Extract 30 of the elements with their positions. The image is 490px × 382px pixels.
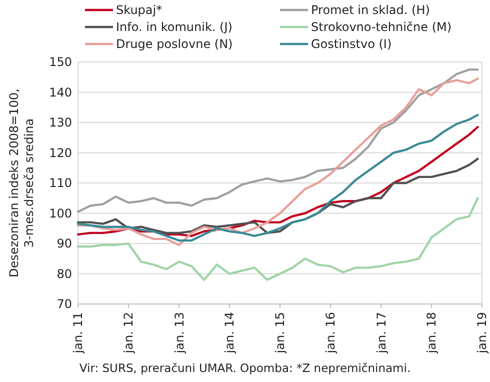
y-tick-label: 150: [49, 55, 72, 70]
x-tick-label: jan. 12: [122, 312, 136, 354]
y-axis-title: Desezoniran indeks 2008=100, 3-mes.drseča sredina: [7, 88, 36, 278]
x-tick-label: jan. 11: [71, 312, 86, 354]
x-tick-label: jan. 17: [374, 312, 388, 354]
legend-label: Gostinstvo (I): [311, 37, 392, 52]
x-tick-label: jan. 16: [324, 312, 338, 354]
x-tick-label: jan. 14: [222, 312, 237, 354]
x-tick-label: jan. 13: [172, 312, 186, 354]
legend-label: Info. in komunik. (J): [116, 20, 232, 34]
legend-label: Skupaj*: [116, 3, 162, 18]
legend-label: Strokovno-tehnične (M): [311, 20, 452, 34]
legend-label: Promet in sklad. (H): [311, 3, 430, 18]
y-tick-label: 90: [56, 236, 72, 251]
text: Vir: SURS, preračuni UMAR. Opomba: *Z nepremičninami.: [79, 361, 411, 375]
x-tick-label: jan. 18: [424, 312, 439, 354]
x-tick-label: jan. 15: [273, 312, 288, 354]
y-tick-label: 80: [56, 266, 72, 281]
line-series: [76, 197, 479, 281]
y-tick-label: 120: [49, 146, 72, 160]
y-tick-label: 70: [56, 297, 72, 312]
y-tick-label: 110: [49, 176, 72, 190]
line-series: [76, 68, 479, 213]
y-tick-label: 130: [49, 116, 72, 130]
legend-label: Druge poslovne (N): [116, 37, 233, 52]
y-tick-label: 100: [49, 206, 72, 220]
line-series: [76, 78, 479, 246]
x-tick-label: jan. 19: [475, 312, 490, 354]
line-series: [76, 158, 479, 234]
y-tick-label: 140: [49, 85, 72, 100]
